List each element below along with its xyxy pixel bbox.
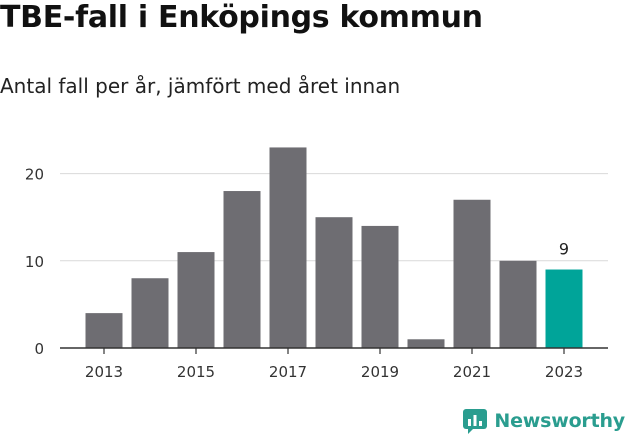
bar-2014: [131, 278, 169, 348]
y-tick-label-0: 0: [34, 340, 44, 358]
x-tick-label-2013: 2013: [85, 363, 123, 381]
data-label-2023: 9: [559, 240, 569, 259]
bar-2023: [545, 269, 583, 348]
x-tick-label-2021: 2021: [453, 363, 491, 381]
bar-2017: [269, 147, 307, 348]
y-tick-label-20: 20: [25, 166, 44, 184]
bar-2018: [315, 217, 353, 348]
x-tick-label-2019: 2019: [361, 363, 399, 381]
y-tick-label-10: 10: [25, 253, 44, 271]
brand-name: Newsworthy: [494, 410, 625, 432]
bar-2022: [499, 260, 537, 348]
bar-2020: [407, 339, 445, 348]
x-tick-label-2015: 2015: [177, 363, 215, 381]
bar-2015: [177, 252, 215, 348]
newsworthy-logo-icon: [463, 409, 488, 434]
bar-2019: [361, 225, 399, 348]
chart-subtitle: Antal fall per år, jämfört med året inna…: [0, 74, 401, 98]
x-tick-label-2023: 2023: [545, 363, 583, 381]
bar-2013: [85, 313, 123, 348]
chart-title: TBE-fall i Enköpings kommun: [0, 0, 483, 35]
brand-logo: Newsworthy: [462, 408, 625, 434]
x-tick-label-2017: 2017: [269, 363, 307, 381]
bar-2016: [223, 191, 261, 348]
bar-2021: [453, 199, 491, 348]
